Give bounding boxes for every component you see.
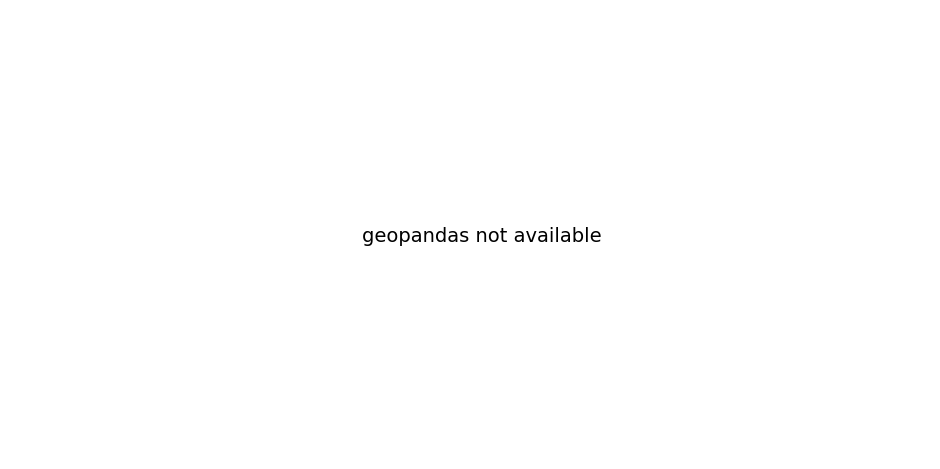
Text: geopandas not available: geopandas not available	[362, 227, 602, 246]
